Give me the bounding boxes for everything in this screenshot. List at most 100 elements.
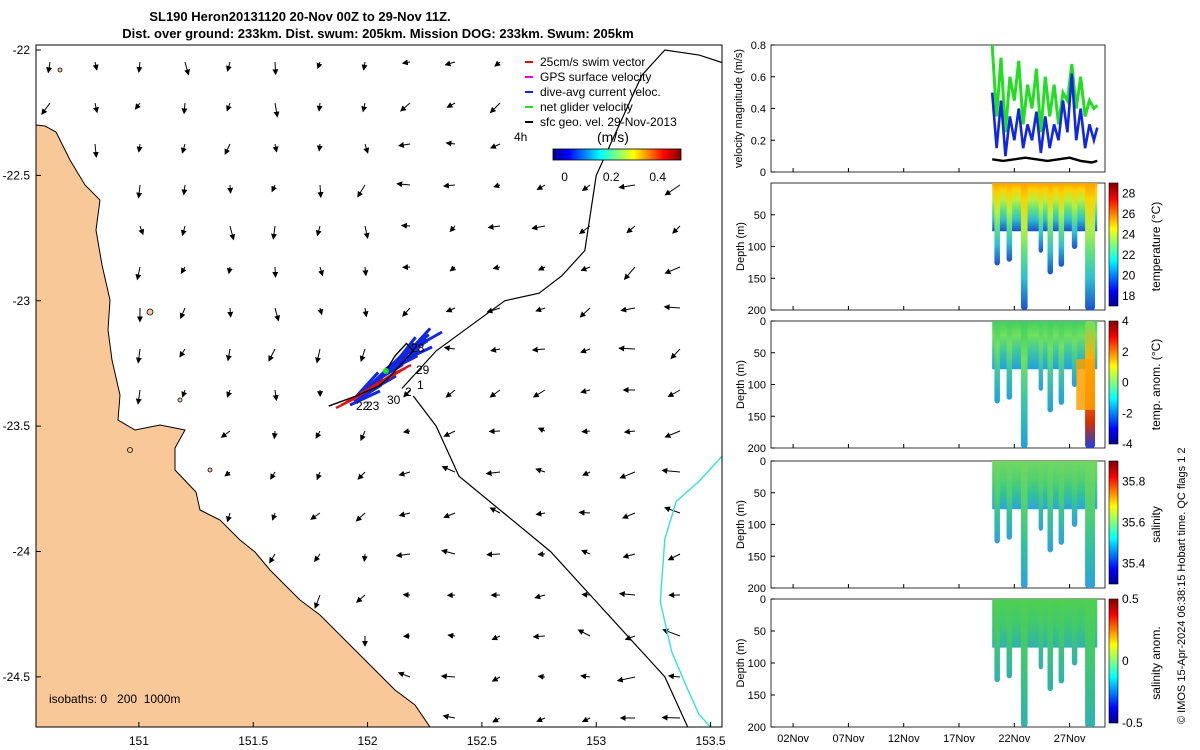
profile-dive bbox=[1058, 321, 1065, 405]
panel-3: 0 50 100 150 200 Depth (m) -4 -2 0 2 4 temp. anom. … bbox=[735, 314, 1163, 455]
legend-label: dive-avg current veloc. bbox=[540, 85, 661, 99]
y-tick-label: 150 bbox=[748, 690, 766, 702]
surface-velocity-arrow bbox=[536, 716, 546, 723]
surface-velocity-arrow bbox=[492, 716, 501, 723]
surface-velocity-arrow bbox=[620, 306, 636, 313]
y-tick-label: 100 bbox=[748, 242, 766, 254]
surface-velocity-arrow bbox=[489, 102, 501, 114]
y-tick-label: 0.4 bbox=[751, 104, 766, 116]
surface-velocity-arrow bbox=[181, 184, 188, 196]
surface-velocity-arrow bbox=[179, 307, 186, 320]
island bbox=[207, 467, 213, 473]
colorbar-label: salinity bbox=[1149, 506, 1163, 543]
surface-velocity-arrow bbox=[138, 225, 145, 236]
y-tick-label: 0 bbox=[760, 456, 766, 468]
surface-velocity-arrow bbox=[92, 143, 99, 159]
surface-velocity-arrow bbox=[487, 223, 501, 230]
surface-velocity-arrow bbox=[181, 389, 188, 398]
surface-velocity-arrow bbox=[402, 428, 411, 435]
glider-track-line bbox=[328, 342, 415, 407]
colorbar-tick-label: -4 bbox=[1122, 437, 1133, 451]
surface-velocity-arrow bbox=[532, 389, 546, 398]
surface-velocity-arrow bbox=[317, 184, 324, 199]
y-tick-label: 0 bbox=[760, 316, 766, 328]
surface-velocity-arrow bbox=[272, 61, 279, 76]
surface-velocity-arrow bbox=[315, 430, 322, 439]
surface-velocity-arrow bbox=[491, 634, 501, 641]
colorbar-tick-label: 0 bbox=[1122, 376, 1129, 390]
profile-dive bbox=[1006, 461, 1013, 540]
surface-velocity-arrow bbox=[661, 714, 681, 721]
isobath-note: isobaths: 0 200 1000m bbox=[49, 692, 180, 706]
surface-velocity-arrow bbox=[667, 389, 681, 398]
legend-label: sfc geo. vel. 29-Nov-2013 bbox=[540, 115, 677, 129]
surface-velocity-arrow bbox=[623, 266, 636, 280]
surface-velocity-arrow bbox=[180, 143, 187, 154]
title-line-2: Dist. over ground: 233km. Dist. swum: 20… bbox=[122, 26, 634, 41]
surface-velocity-arrow bbox=[184, 61, 191, 76]
surface-velocity-arrow bbox=[134, 102, 141, 110]
colorbar-label: temp. anom. (°C) bbox=[1149, 339, 1163, 431]
surface-velocity-arrow bbox=[227, 307, 234, 318]
surface-velocity-arrow bbox=[224, 143, 231, 156]
surface-velocity-arrow bbox=[489, 507, 501, 514]
colorbar-tick-label: 20 bbox=[1122, 268, 1136, 282]
dive-avg-current-vector bbox=[356, 371, 380, 397]
y-tick-label: 0.8 bbox=[751, 40, 766, 52]
surface-velocity-arrow bbox=[580, 388, 591, 394]
colorbar-tick-label: 0 bbox=[1122, 654, 1129, 668]
island bbox=[127, 447, 133, 453]
surface-velocity-arrow bbox=[494, 60, 501, 67]
surface-velocity-arrow bbox=[401, 59, 411, 66]
colorbar-tick-label: -2 bbox=[1122, 406, 1133, 420]
surface-velocity-arrow bbox=[273, 102, 280, 118]
isobath-200m-north bbox=[401, 49, 722, 389]
surface-velocity-arrow bbox=[623, 428, 636, 435]
surface-velocity-arrow bbox=[400, 222, 411, 229]
panel-5: 0 50 100 150 200 Depth (m) -0.5 0 0.5 salinity an… bbox=[735, 592, 1163, 734]
surface-velocity-arrow bbox=[397, 671, 411, 678]
surface-velocity-arrow bbox=[314, 594, 321, 609]
surface-velocity-arrow bbox=[226, 102, 232, 112]
surface-velocity-arrow bbox=[362, 307, 369, 318]
surface-velocity-arrow bbox=[361, 102, 368, 113]
surface-velocity-arrow bbox=[485, 470, 501, 477]
y-tick-label: 0.2 bbox=[751, 135, 766, 147]
profile-dive bbox=[1071, 321, 1078, 388]
profile-dive bbox=[1071, 183, 1078, 250]
surface-velocity-arrow bbox=[626, 225, 636, 234]
surface-velocity-arrow bbox=[355, 512, 366, 522]
surface-velocity-arrow bbox=[356, 594, 366, 603]
surface-velocity-arrow bbox=[582, 470, 591, 476]
surface-velocity-arrow bbox=[440, 673, 456, 680]
x-tick-label: 153 bbox=[586, 734, 606, 748]
profile-dive bbox=[1020, 461, 1028, 588]
colorbar-tick-label: 18 bbox=[1122, 289, 1136, 303]
surface-velocity-arrow bbox=[220, 430, 231, 438]
surface-velocity-arrow bbox=[359, 348, 366, 362]
surface-velocity-arrow bbox=[664, 430, 681, 438]
surface-velocity-arrow bbox=[363, 225, 370, 240]
surface-velocity-arrow bbox=[179, 348, 186, 358]
y-tick-label: 100 bbox=[748, 520, 766, 532]
y-tick-label: 50 bbox=[754, 488, 766, 500]
surface-velocity-arrow bbox=[363, 143, 370, 154]
surface-velocity-arrow bbox=[135, 348, 142, 364]
track-day-label: 22 bbox=[356, 399, 370, 413]
legend-label: GPS surface velocity bbox=[540, 70, 651, 84]
y-axis-label: Depth (m) bbox=[735, 360, 747, 409]
profile-dive bbox=[1058, 461, 1065, 545]
surface-velocity-arrow bbox=[180, 225, 187, 237]
surface-velocity-arrow bbox=[664, 506, 681, 514]
surface-velocity-arrow bbox=[672, 225, 681, 234]
surface-velocity-arrow bbox=[361, 553, 368, 563]
x-tick-label: 27Nov bbox=[1054, 733, 1086, 745]
profile-dive bbox=[1058, 599, 1065, 684]
surface-velocity-arrow bbox=[92, 61, 99, 71]
net-glider-velocity-marker bbox=[382, 367, 389, 374]
surface-velocity-arrow bbox=[492, 264, 501, 271]
y-tick-label: -22.5 bbox=[3, 168, 31, 182]
surface-velocity-arrow bbox=[489, 389, 501, 398]
surface-velocity-arrow bbox=[315, 225, 322, 237]
